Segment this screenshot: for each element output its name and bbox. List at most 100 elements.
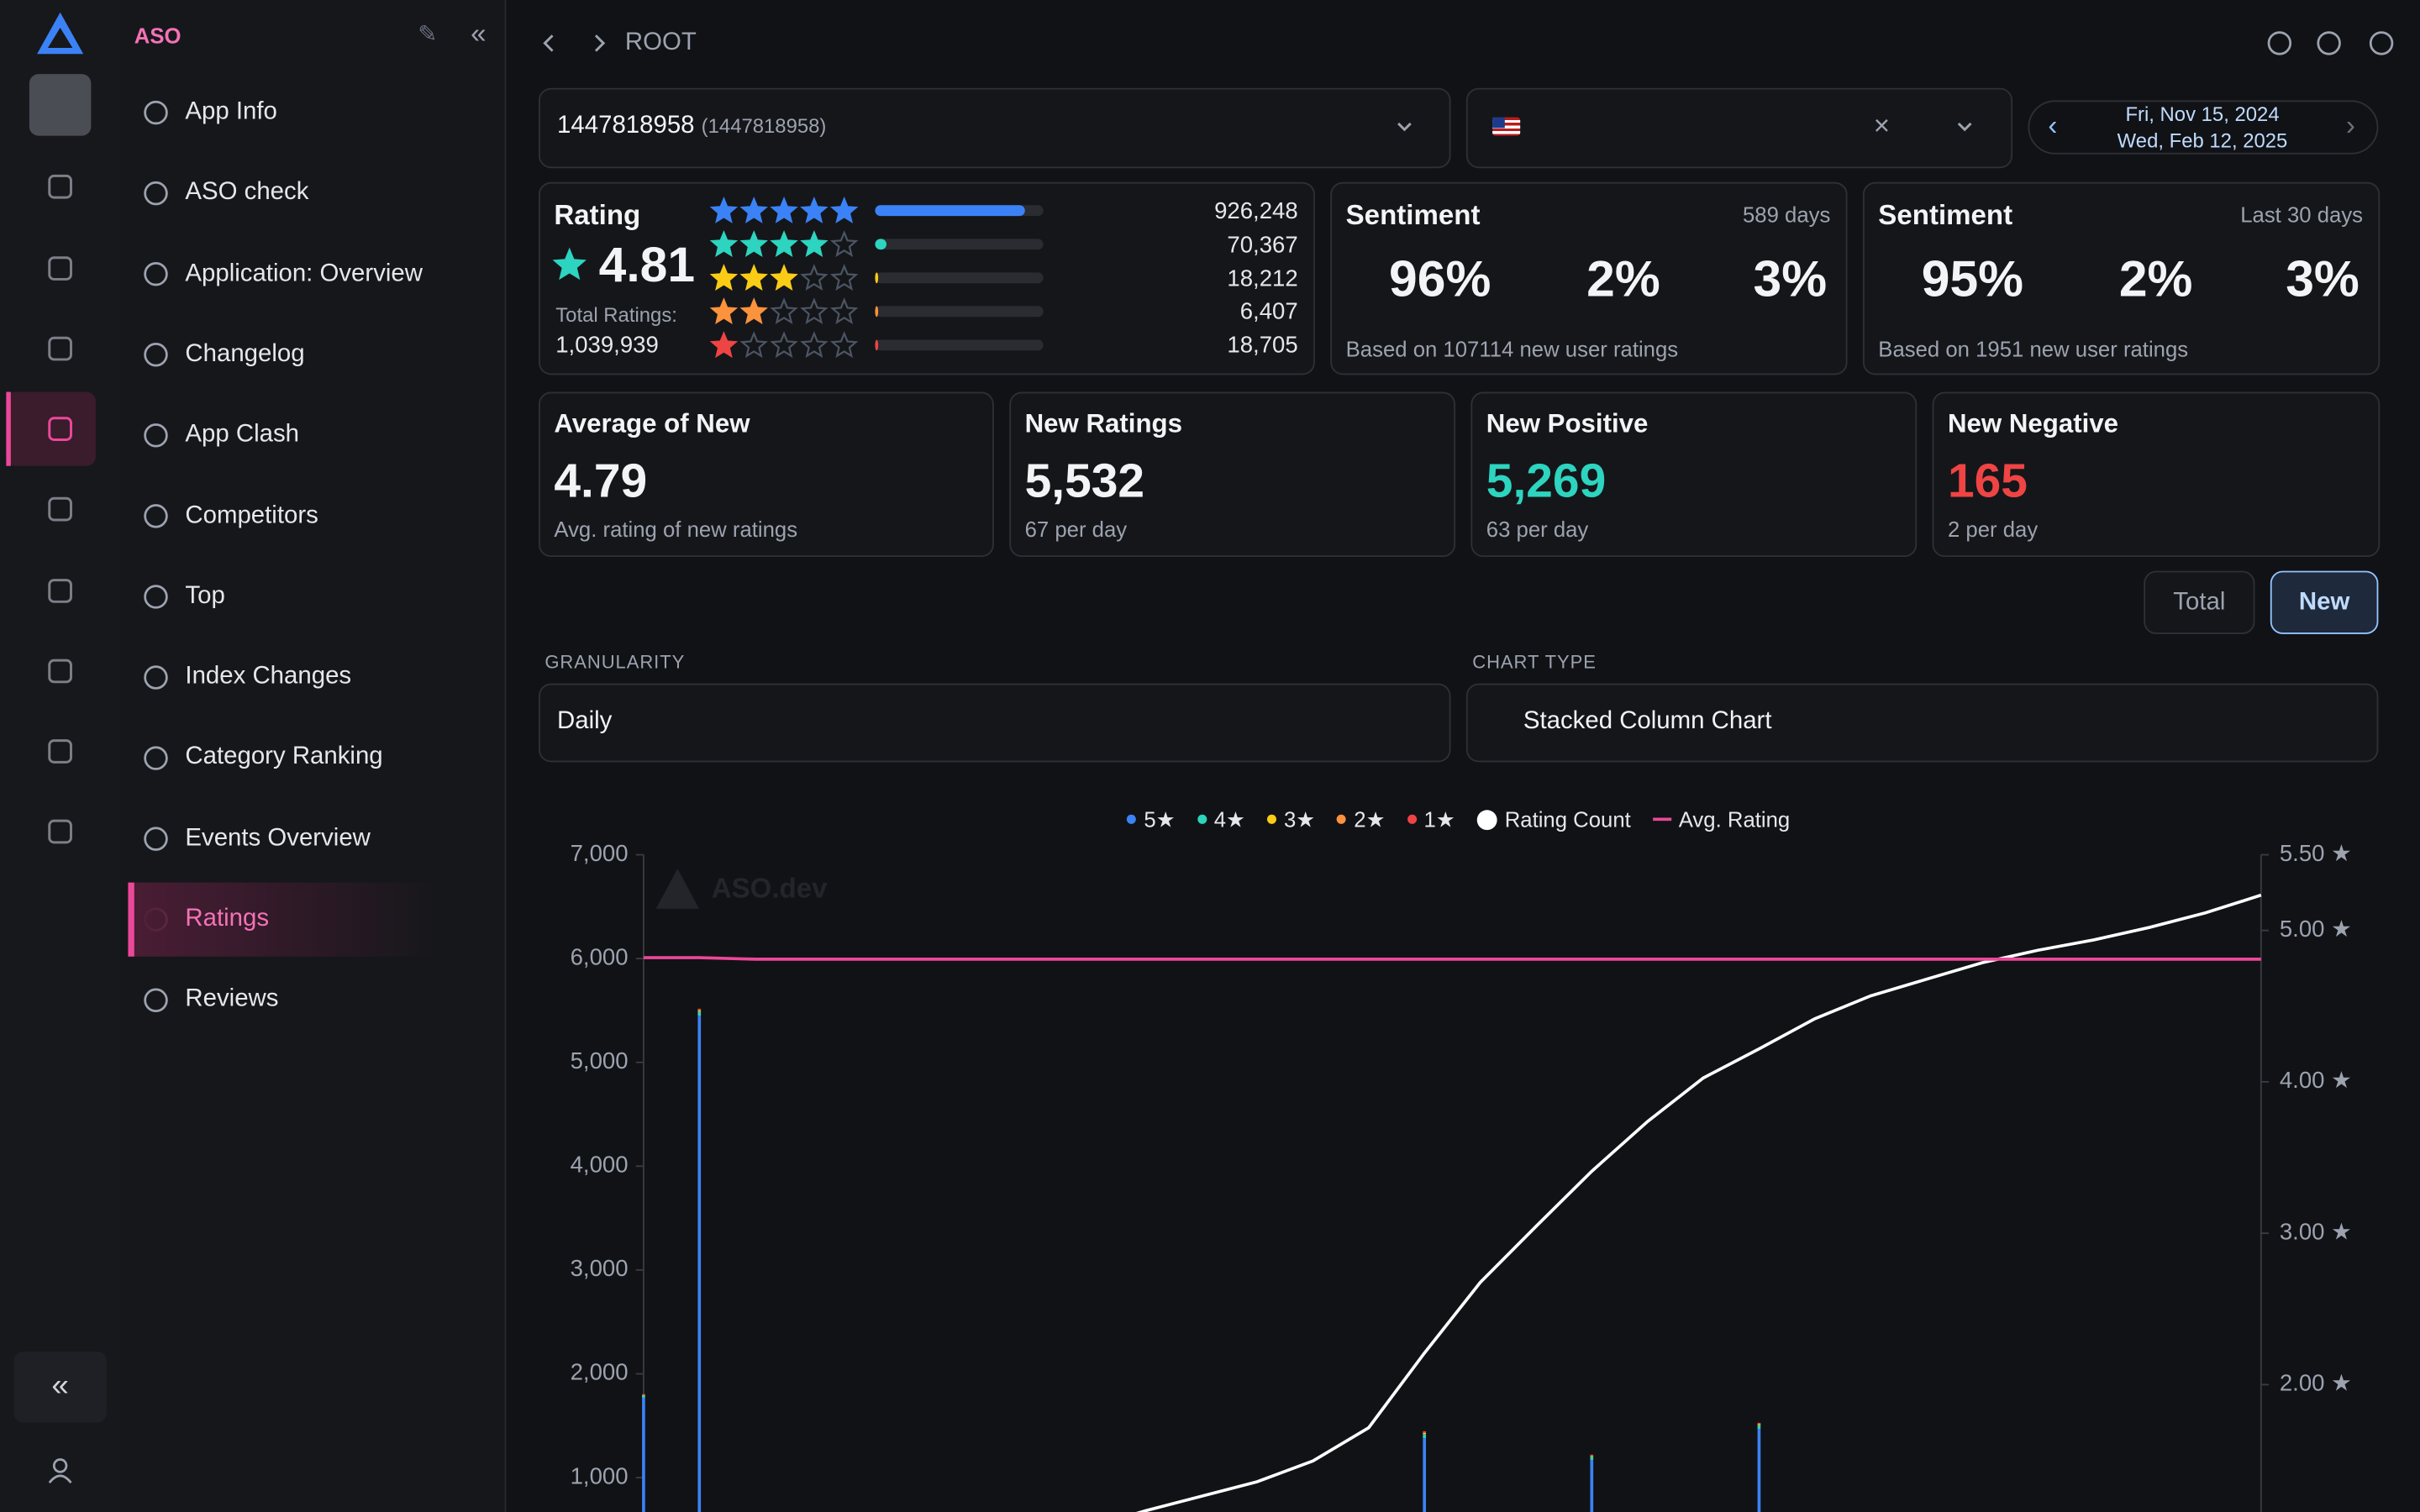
date-prev[interactable]: ‹	[2048, 110, 2058, 142]
bar-segment	[1423, 1431, 1427, 1433]
bar-segment	[1423, 1434, 1427, 1439]
nav-item[interactable]: Top	[185, 582, 225, 610]
y-tick-label: 2,000	[571, 1359, 629, 1385]
control-label: GRANULARITY	[544, 651, 686, 673]
toggle-button[interactable]	[2270, 570, 2379, 634]
nav-item[interactable]: Reviews	[185, 986, 279, 1013]
rating-average: 4.81	[598, 236, 696, 293]
legend-swatch	[1652, 817, 1671, 822]
legend-swatch	[1476, 809, 1497, 830]
y2-tick-label: 5.50 ★	[2280, 840, 2352, 866]
date-end: Wed, Feb 12, 2025	[2117, 129, 2288, 152]
chevron	[1397, 122, 1412, 132]
nav-icon	[144, 100, 168, 125]
collapse-sidebar: «	[471, 18, 486, 50]
chevron	[543, 34, 554, 52]
rail-icon	[48, 819, 72, 844]
control-value: Stacked Column Chart	[1523, 708, 1772, 735]
stat-card	[1932, 391, 2381, 558]
stat-card	[1009, 391, 1456, 558]
y-tick-label: 7,000	[571, 840, 629, 866]
nav-item[interactable]: App Info	[185, 98, 277, 125]
nav-item[interactable]: Index Changes	[185, 663, 352, 690]
star	[829, 331, 859, 359]
nav-item[interactable]: Application: Overview	[185, 260, 423, 286]
rating-track	[875, 339, 1044, 351]
legend-label: Avg. Rating	[1678, 806, 1791, 832]
active-item	[128, 882, 437, 957]
total-ratings: 1,039,939	[555, 332, 659, 360]
app-select[interactable]	[539, 87, 1451, 169]
user-icon	[48, 1474, 72, 1483]
bar-segment	[697, 1011, 702, 1016]
nav-item[interactable]: Changelog	[185, 340, 305, 367]
toggle-button[interactable]	[2144, 570, 2255, 634]
legend-item[interactable]: 5★	[1127, 806, 1176, 832]
total-label: Total Ratings:	[555, 302, 677, 327]
legend-item[interactable]: 1★	[1407, 806, 1455, 832]
toggle-label: Total	[2173, 589, 2226, 616]
date-next[interactable]: ›	[2345, 110, 2355, 142]
rail-icon	[48, 174, 72, 199]
legend-swatch	[1337, 814, 1347, 824]
date-picker[interactable]	[2028, 100, 2379, 155]
rating-count: 18,705	[1227, 333, 1298, 360]
star	[739, 264, 768, 291]
star	[739, 197, 768, 223]
breadcrumb[interactable]: ROOT	[624, 29, 697, 56]
sentiment-period: 589 days	[1742, 202, 1831, 228]
country-select[interactable]	[1465, 87, 2013, 169]
nav-item[interactable]: Category Ranking	[185, 744, 383, 771]
star	[800, 297, 829, 325]
nav-item[interactable]: Competitors	[185, 501, 318, 529]
rating-title: Rating	[554, 199, 641, 231]
rail-icon	[48, 659, 72, 684]
star	[829, 230, 859, 257]
nav-item[interactable]: ASO check	[185, 179, 309, 206]
stat-title: New Negative	[1947, 408, 2119, 438]
sentiment-neutral: 2%	[2118, 249, 2193, 307]
nav-icon	[144, 423, 168, 448]
nav-item[interactable]: Ratings	[185, 906, 270, 932]
legend-item[interactable]: 3★	[1266, 806, 1315, 832]
stat-value: 5,532	[1024, 454, 1145, 508]
nav-item[interactable]: Events Overview	[185, 825, 371, 852]
bar-segment	[697, 1010, 702, 1011]
clear-button[interactable]: ×	[1873, 110, 1891, 142]
control-select[interactable]	[1465, 683, 2379, 763]
nav-item[interactable]: App Clash	[185, 421, 300, 448]
bar-segment	[1590, 1454, 1594, 1456]
control-select[interactable]	[539, 683, 1451, 763]
rail-icon	[48, 256, 72, 281]
chevron	[1957, 122, 1972, 132]
legend-item[interactable]: 2★	[1337, 806, 1386, 832]
watermark-logo	[655, 869, 700, 909]
stat-card	[539, 391, 994, 558]
watermark: ASO.dev	[712, 874, 828, 905]
bar-segment	[1423, 1432, 1427, 1433]
sentiment-period: Last 30 days	[2240, 202, 2364, 228]
stat-title: Average of New	[554, 408, 750, 438]
bar-segment	[697, 1016, 702, 1512]
legend: 5★ 4★ 3★ 2★ 1★ Rating Count Avg. Rating	[524, 802, 2391, 836]
star	[552, 247, 587, 281]
legend-item[interactable]: 4★	[1197, 806, 1246, 832]
rating-count: 926,248	[1214, 198, 1298, 225]
collapse-glyph: «	[51, 1368, 68, 1402]
legend-item[interactable]: Rating Count	[1476, 807, 1631, 832]
rating-bar	[875, 339, 879, 351]
legend-label: 5★	[1144, 806, 1176, 832]
flag	[1492, 117, 1521, 136]
legend-label: 4★	[1213, 806, 1246, 832]
legend-item[interactable]: Avg. Rating	[1652, 806, 1791, 832]
y-tick-label: 6,000	[571, 943, 629, 969]
rating-track	[875, 306, 1044, 318]
legend-label: 1★	[1423, 806, 1455, 832]
avatar	[29, 74, 92, 136]
bar-segment	[1757, 1428, 1761, 1512]
rail-icon	[48, 417, 72, 441]
nav-icon	[144, 504, 168, 528]
sentiment-positive: 96%	[1389, 249, 1491, 307]
star	[770, 230, 798, 257]
